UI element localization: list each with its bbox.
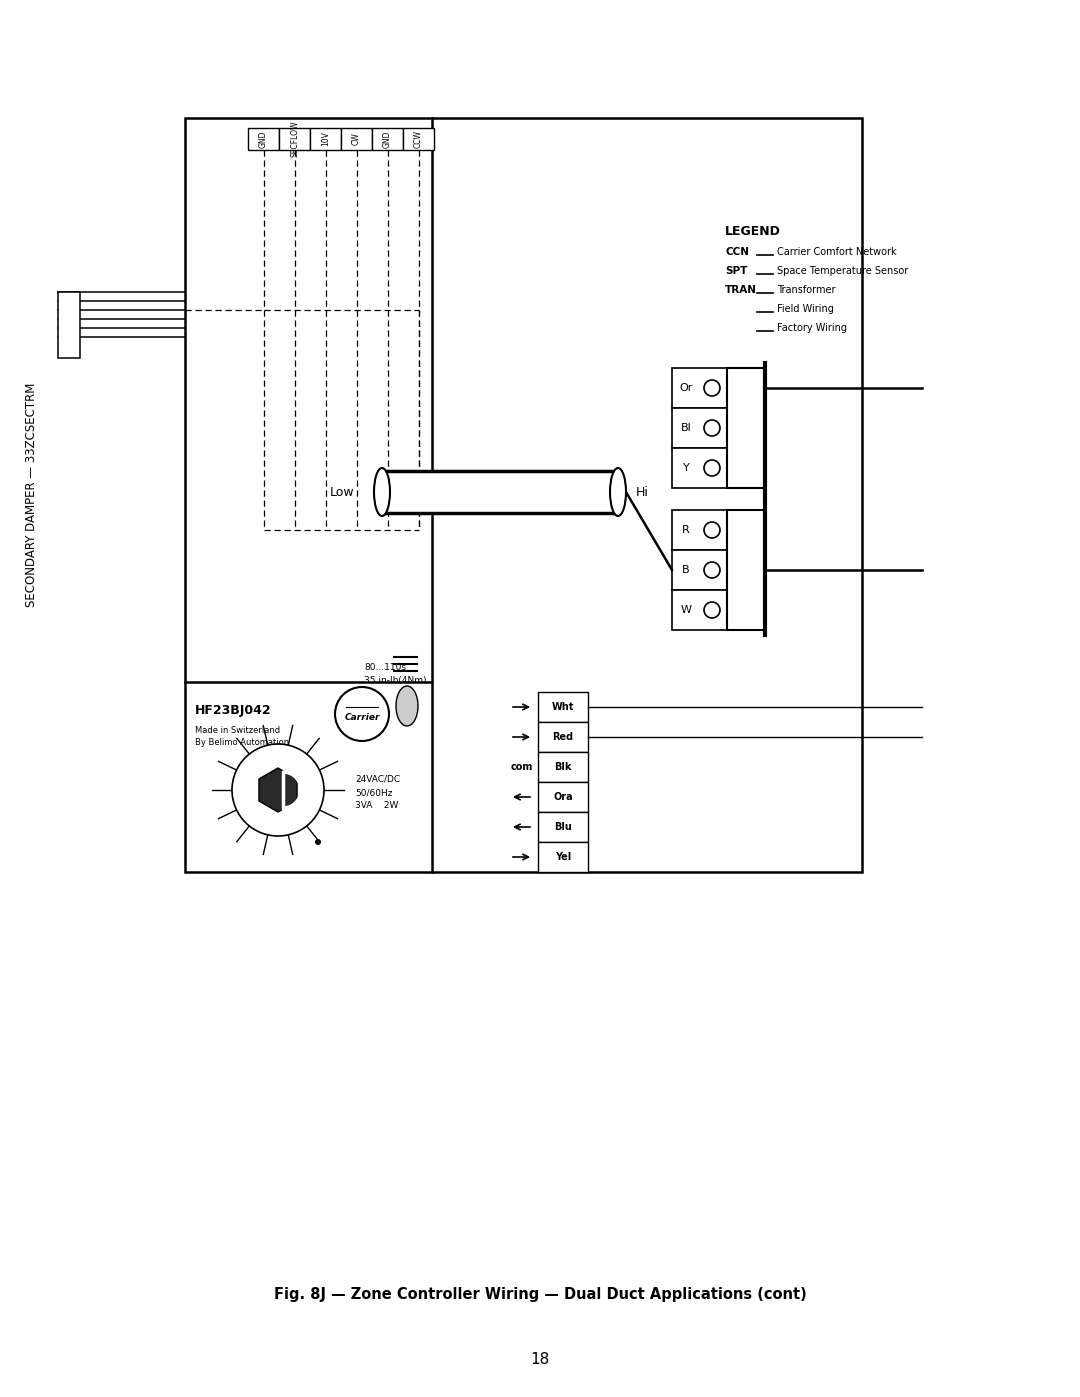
Bar — [727, 367, 765, 488]
Ellipse shape — [610, 468, 626, 515]
Circle shape — [704, 460, 720, 476]
Bar — [58, 292, 80, 358]
Text: TRAN: TRAN — [725, 285, 757, 295]
Polygon shape — [259, 768, 297, 812]
Text: SPT: SPT — [725, 265, 747, 277]
Text: Blu: Blu — [554, 821, 572, 833]
Text: 18: 18 — [530, 1352, 550, 1368]
Bar — [310, 129, 341, 149]
Circle shape — [335, 687, 389, 740]
Text: Bl: Bl — [680, 423, 691, 433]
Text: Fig. 8J — Zone Controller Wiring — Dual Duct Applications (cont): Fig. 8J — Zone Controller Wiring — Dual … — [273, 1288, 807, 1302]
Text: By Belimo Automation: By Belimo Automation — [195, 738, 289, 747]
Text: Factory Wiring: Factory Wiring — [777, 323, 847, 332]
Text: Yel: Yel — [555, 852, 571, 862]
Text: R: R — [683, 525, 690, 535]
Bar — [672, 550, 727, 590]
Text: SECONDARY DAMPER — 33ZCSECTRM: SECONDARY DAMPER — 33ZCSECTRM — [26, 383, 39, 608]
Text: CW: CW — [352, 133, 361, 145]
Text: CCW: CCW — [414, 130, 423, 148]
Text: Field Wiring: Field Wiring — [777, 305, 834, 314]
Circle shape — [704, 602, 720, 617]
Bar — [185, 117, 862, 872]
Text: Y: Y — [683, 462, 689, 474]
Bar — [341, 129, 372, 149]
Text: Low: Low — [329, 486, 354, 499]
Text: 35 in-lb(4Nm): 35 in-lb(4Nm) — [364, 676, 427, 685]
Text: com: com — [511, 761, 534, 773]
Bar — [672, 590, 727, 630]
Text: HF23BJ042: HF23BJ042 — [195, 704, 272, 717]
Circle shape — [704, 562, 720, 578]
Text: Red: Red — [553, 732, 573, 742]
Text: CCN: CCN — [725, 247, 750, 257]
Circle shape — [704, 380, 720, 395]
Ellipse shape — [396, 686, 418, 726]
Text: 50/60Hz: 50/60Hz — [355, 788, 392, 798]
Text: GND: GND — [259, 130, 268, 148]
Text: Ora: Ora — [553, 792, 572, 802]
Bar — [538, 722, 588, 752]
Text: Wht: Wht — [552, 703, 575, 712]
Text: Blk: Blk — [554, 761, 571, 773]
Bar — [372, 129, 403, 149]
Bar — [538, 812, 588, 842]
Circle shape — [704, 420, 720, 436]
Text: Carrier Comfort Network: Carrier Comfort Network — [777, 247, 896, 257]
Bar — [672, 367, 727, 408]
Bar — [279, 129, 310, 149]
Text: Hi: Hi — [636, 486, 649, 499]
Text: Space Temperature Sensor: Space Temperature Sensor — [777, 265, 908, 277]
Circle shape — [704, 522, 720, 538]
Text: W: W — [680, 605, 691, 615]
Text: LEGEND: LEGEND — [725, 225, 781, 237]
Text: Or: Or — [679, 383, 692, 393]
Text: 10V: 10V — [321, 131, 330, 147]
Bar — [538, 692, 588, 722]
Bar — [727, 510, 765, 630]
Text: SECFLOW: SECFLOW — [291, 120, 299, 158]
Text: Made in Switzerland: Made in Switzerland — [195, 726, 280, 735]
Ellipse shape — [374, 468, 390, 515]
Bar — [248, 129, 279, 149]
Circle shape — [315, 840, 321, 845]
Bar — [538, 842, 588, 872]
Text: 80...110s: 80...110s — [364, 664, 406, 672]
Bar — [672, 408, 727, 448]
Bar — [538, 782, 588, 812]
Bar — [672, 510, 727, 550]
Text: GND: GND — [383, 130, 392, 148]
Text: B: B — [683, 564, 690, 576]
Text: 3VA    2W: 3VA 2W — [355, 800, 399, 810]
Bar — [538, 752, 588, 782]
Bar — [382, 471, 618, 513]
Circle shape — [232, 745, 324, 835]
Text: Carrier: Carrier — [345, 714, 380, 722]
Text: Transformer: Transformer — [777, 285, 836, 295]
Bar — [403, 129, 434, 149]
Text: 24VAC/DC: 24VAC/DC — [355, 775, 400, 784]
Bar — [672, 448, 727, 488]
